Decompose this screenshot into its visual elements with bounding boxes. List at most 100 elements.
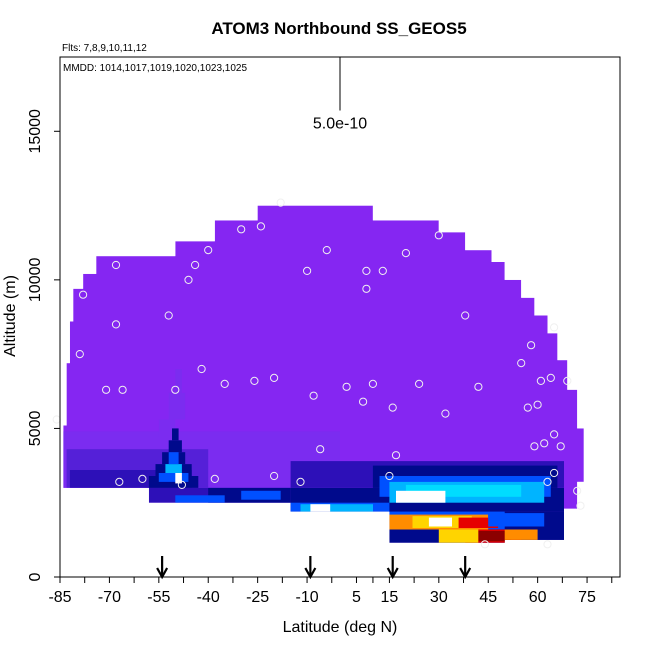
observation-point-56 (563, 376, 572, 385)
heatmap-area (63, 205, 584, 543)
observation-points (52, 198, 585, 549)
observation-point-40 (461, 311, 470, 320)
observation-point-55 (556, 442, 565, 451)
x-tick-label-2: -55 (147, 589, 170, 606)
observation-point-11 (184, 275, 193, 284)
latitude-arrow-3 (459, 556, 472, 580)
observation-point-26 (322, 246, 331, 255)
observation-point-2 (79, 290, 88, 299)
observation-point-13 (197, 364, 206, 374)
heatmap-cell-4 (158, 419, 176, 438)
scale-bar: 5.0e-10 (313, 57, 367, 132)
x-tick-label-5: -10 (295, 589, 318, 606)
observation-point-43 (517, 359, 526, 368)
observation-point-16 (220, 379, 229, 388)
observation-point-3 (102, 385, 111, 394)
x-tick-label-1: -70 (98, 589, 121, 606)
observation-point-30 (362, 284, 371, 293)
observation-point-37 (415, 379, 424, 388)
heatmap-cell-12 (158, 473, 189, 482)
y-tick-label-1: 5000 (27, 411, 44, 447)
heatmap-cell-22 (300, 504, 373, 512)
heatmap-cell-7 (148, 476, 199, 488)
heatmap-cell-28 (396, 490, 446, 503)
observation-point-60 (115, 477, 124, 486)
observation-point-61 (276, 198, 285, 207)
observation-point-45 (527, 341, 536, 350)
heatmap-cell-14 (168, 452, 179, 465)
heatmap-cell-15 (175, 473, 182, 484)
observation-point-4 (111, 260, 121, 270)
heatmap-cell-39 (504, 529, 538, 543)
observation-point-47 (533, 400, 542, 409)
latitude-arrow-2 (386, 556, 399, 580)
observation-point-50 (543, 477, 552, 486)
heatmap-cell-19 (241, 490, 281, 500)
observation-point-28 (359, 397, 368, 406)
observation-point-31 (368, 379, 377, 388)
observation-point-8 (164, 311, 173, 320)
observation-point-18 (250, 376, 259, 385)
heatmap-cell-40 (438, 529, 479, 543)
heatmap-cell-10 (168, 440, 182, 453)
observation-point-36 (401, 249, 410, 258)
x-tick-label-8: 30 (430, 589, 448, 606)
heatmap-cell-34 (458, 517, 499, 528)
heatmap-cell-23 (310, 504, 331, 512)
y-tick-label-2: 10000 (27, 258, 44, 303)
observation-point-33 (385, 471, 394, 481)
observation-point-59 (543, 540, 552, 549)
chart-title: ATOM3 Northbound SS_GEOS5 (211, 19, 466, 38)
observation-point-41 (474, 382, 483, 391)
observation-point-7 (138, 474, 147, 483)
observation-point-12 (191, 260, 200, 270)
heatmap-cell-11 (172, 428, 179, 441)
heatmap-cell-35 (488, 513, 545, 527)
observation-point-10 (177, 480, 186, 489)
y-tick-label-3: 15000 (27, 109, 44, 154)
x-tick-label-9: 45 (479, 589, 497, 606)
y-tick-label-0: 0 (27, 572, 44, 581)
observation-point-24 (309, 391, 318, 400)
latitude-arrows (156, 556, 472, 580)
observation-point-5 (111, 320, 121, 329)
x-tick-label-7: 15 (381, 589, 399, 606)
observation-point-49 (540, 439, 549, 448)
observation-point-53 (550, 430, 559, 439)
x-tick-label-4: -25 (246, 589, 269, 606)
observation-point-46 (530, 442, 539, 451)
observation-point-20 (270, 373, 279, 382)
heatmap-cell-38 (478, 530, 512, 542)
plot-frame (59, 56, 621, 578)
observation-point-32 (378, 266, 387, 275)
observation-point-23 (303, 266, 312, 275)
observation-point-6 (118, 385, 127, 394)
observation-point-22 (296, 477, 305, 486)
heatmap-cell-33 (428, 517, 452, 527)
observation-point-0 (52, 415, 61, 424)
observation-point-1 (75, 350, 84, 359)
observation-point-17 (237, 225, 246, 234)
dates-label: MMDD: 1014,1017,1019,1020,1023,1025 (63, 63, 247, 74)
observation-point-15 (210, 474, 219, 483)
x-tick-label-0: -85 (48, 589, 71, 606)
observation-point-27 (342, 382, 351, 391)
observation-point-29 (362, 266, 371, 275)
observation-point-38 (434, 231, 443, 240)
observation-point-39 (441, 409, 450, 418)
observation-point-9 (171, 385, 180, 394)
heatmap-cell-6 (175, 369, 182, 393)
x-tick-label-10: 60 (529, 589, 547, 606)
observation-point-51 (546, 373, 555, 382)
observation-point-25 (316, 445, 325, 454)
observation-point-19 (256, 222, 265, 231)
y-axis-ticks: 0 5000 10000 15000 (27, 109, 60, 581)
heatmap-cell-13 (165, 464, 182, 473)
x-tick-label-3: -40 (197, 589, 220, 606)
observation-point-42 (480, 540, 489, 549)
observation-point-14 (204, 246, 213, 255)
x-tick-label-11: 75 (578, 589, 596, 606)
observation-point-21 (270, 471, 279, 481)
y-axis-label: Altitude (m) (2, 275, 19, 357)
